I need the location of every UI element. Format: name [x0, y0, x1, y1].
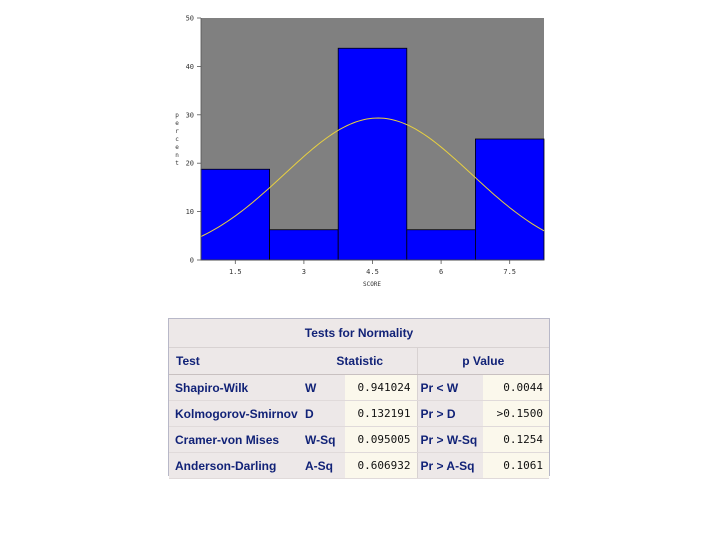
- x-tick-label: 1.5: [229, 268, 242, 276]
- y-axis-label-char: e: [175, 120, 179, 127]
- x-tick-label: 3: [302, 268, 306, 276]
- y-axis-label-char: p: [175, 112, 179, 119]
- p-value: 0.0044: [483, 374, 549, 401]
- statistic-symbol: W-Sq: [303, 426, 345, 453]
- y-tick-label: 50: [186, 15, 194, 23]
- statistic-value: 0.606932: [345, 452, 417, 479]
- y-tick-label: 0: [190, 257, 194, 265]
- table-row: Shapiro-Wilk W 0.941024 Pr < W 0.0044: [169, 374, 549, 401]
- histogram-bar: [200, 168, 270, 261]
- statistic-symbol: D: [303, 400, 345, 427]
- x-tick-label: 6: [439, 268, 443, 276]
- p-label: Pr > D: [416, 400, 483, 427]
- y-tick-label: 20: [186, 160, 194, 168]
- p-label: Pr > W-Sq: [416, 426, 483, 453]
- statistic-symbol: A-Sq: [303, 452, 345, 479]
- normality-tests-table: Tests for Normality Test Statistic p Val…: [168, 318, 550, 479]
- test-name: Anderson-Darling: [169, 452, 303, 479]
- x-tick-label: 4.5: [366, 268, 379, 276]
- p-label: Pr < W: [416, 374, 483, 401]
- histogram-bar: [269, 229, 339, 261]
- statistic-value: 0.941024: [345, 374, 417, 401]
- p-value: 0.1254: [483, 426, 549, 453]
- table-title: Tests for Normality: [169, 319, 549, 348]
- p-label: Pr > A-Sq: [416, 452, 483, 479]
- y-tick-label: 40: [186, 63, 194, 71]
- y-axis-label-char: e: [175, 144, 179, 151]
- statistic-value: 0.095005: [345, 426, 417, 453]
- y-axis-label-char: c: [175, 136, 179, 143]
- table-row: Cramer-von Mises W-Sq 0.095005 Pr > W-Sq…: [169, 426, 549, 453]
- x-tick-label: 7.5: [503, 268, 516, 276]
- test-name: Cramer-von Mises: [169, 426, 303, 453]
- histogram-bar: [474, 138, 545, 261]
- histogram-bar: [337, 47, 408, 261]
- statistic-value: 0.132191: [345, 400, 417, 427]
- header-statistic: Statistic: [303, 348, 417, 375]
- y-axis-label-char: t: [175, 160, 179, 167]
- table-row: Anderson-Darling A-Sq 0.606932 Pr > A-Sq…: [169, 452, 549, 479]
- header-test: Test: [169, 348, 303, 375]
- y-axis-label-char: r: [175, 128, 179, 135]
- histogram-bar: [406, 229, 476, 261]
- p-value: 0.1061: [483, 452, 549, 479]
- test-name: Kolmogorov-Smirnov: [169, 400, 303, 427]
- y-tick-label: 10: [186, 208, 194, 216]
- p-value: >0.1500: [483, 400, 549, 427]
- table-row: Kolmogorov-Smirnov D 0.132191 Pr > D >0.…: [169, 400, 549, 427]
- x-axis-label: SCORE: [363, 281, 381, 288]
- header-pvalue: p Value: [416, 348, 549, 375]
- statistic-symbol: W: [303, 374, 345, 401]
- test-name: Shapiro-Wilk: [169, 374, 303, 401]
- y-axis-label-char: n: [175, 152, 179, 159]
- y-tick-label: 30: [186, 111, 194, 119]
- normal-curve: [200, 117, 545, 237]
